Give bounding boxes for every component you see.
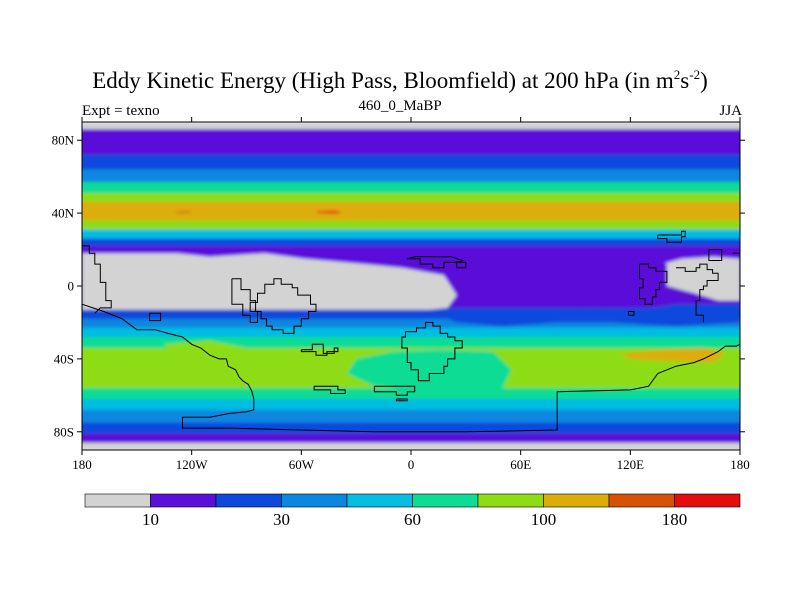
colorbar-label-0: 10 bbox=[142, 510, 159, 529]
contour-band-8 bbox=[82, 229, 740, 240]
coastline-4 bbox=[300, 343, 339, 356]
colorbar-box-3 bbox=[281, 493, 348, 508]
contour-patch-9 bbox=[175, 211, 192, 214]
title-superscript-2: -2 bbox=[689, 67, 701, 82]
coastline-5 bbox=[407, 256, 467, 269]
coastline-1 bbox=[82, 303, 740, 433]
contour-band-9 bbox=[82, 238, 740, 247]
chart-subtitle: 460_0_MaBP bbox=[358, 98, 442, 114]
y-tick-label-4: 80S bbox=[54, 424, 74, 439]
title-text-mid: s bbox=[680, 68, 690, 93]
contour-band-16 bbox=[82, 388, 740, 400]
x-tick-label-2: 60W bbox=[289, 457, 315, 472]
colorbar-box-6 bbox=[477, 493, 544, 508]
title-text: Eddy Kinetic Energy (High Pass, Bloomfie… bbox=[92, 68, 674, 93]
coastline-7 bbox=[313, 385, 346, 394]
contour-patch-2 bbox=[456, 251, 667, 308]
map-area bbox=[82, 122, 740, 450]
chart-title: Eddy Kinetic Energy (High Pass, Bloomfie… bbox=[0, 68, 800, 94]
x-tick-label-3: 0 bbox=[408, 457, 415, 472]
contour-band-1 bbox=[82, 129, 740, 156]
contour-band-4 bbox=[82, 182, 740, 194]
colorbar-label-4: 180 bbox=[662, 510, 688, 529]
contour-band-21 bbox=[82, 442, 740, 450]
title-text-end: ) bbox=[700, 68, 708, 93]
x-tick-label-5: 120E bbox=[617, 457, 645, 472]
contour-band-5 bbox=[82, 193, 740, 203]
coastline-11 bbox=[708, 249, 723, 261]
contour-patch-10 bbox=[316, 210, 342, 214]
colorbar-box-1 bbox=[150, 493, 217, 508]
title-superscript-1: 2 bbox=[673, 67, 681, 82]
coastline-10 bbox=[657, 230, 686, 243]
contour-band-18 bbox=[82, 409, 740, 424]
axis-layer: 180 120W 60W 0 60E 120E 180 80N 40N 0 40S 80S bbox=[52, 117, 750, 472]
coastline-3 bbox=[231, 278, 317, 334]
contour-band-14 bbox=[82, 337, 740, 349]
experiment-label: Expt = texno bbox=[82, 103, 160, 119]
coastline-layer bbox=[82, 230, 740, 433]
contour-band-2 bbox=[82, 154, 740, 170]
colorbar: 10 30 60 100 180 bbox=[84, 493, 741, 529]
coastline-6 bbox=[401, 321, 463, 382]
contour-band-12 bbox=[82, 318, 740, 329]
coastline-0 bbox=[82, 245, 112, 314]
contour-patch-3 bbox=[425, 304, 740, 327]
y-tick-label-3: 40S bbox=[54, 351, 74, 366]
contour-band-0 bbox=[82, 122, 740, 130]
contour-band-7 bbox=[82, 220, 740, 231]
colorbar-label-3: 100 bbox=[531, 510, 557, 529]
contour-band-11 bbox=[82, 307, 740, 320]
contour-band-3 bbox=[82, 169, 740, 183]
colorbar-box-5 bbox=[412, 493, 479, 508]
coastline-2 bbox=[149, 312, 162, 322]
coastline-14 bbox=[676, 263, 719, 323]
x-tick-label-1: 120W bbox=[176, 457, 209, 472]
coastline-13 bbox=[639, 263, 668, 305]
x-tick-label-6: 180 bbox=[730, 457, 750, 472]
coastline-9 bbox=[395, 398, 408, 402]
contour-patch-6 bbox=[347, 349, 512, 392]
coastline-15 bbox=[628, 311, 635, 316]
x-tick-label-4: 60E bbox=[510, 457, 531, 472]
contour-patch-7 bbox=[82, 204, 740, 221]
y-tick-label-1: 40N bbox=[52, 206, 75, 221]
colorbar-label-1: 30 bbox=[273, 510, 290, 529]
contour-band-19 bbox=[82, 422, 740, 435]
contour-patch-0 bbox=[82, 253, 457, 310]
colorbar-box-7 bbox=[543, 493, 610, 508]
x-tick-label-0: 180 bbox=[72, 457, 92, 472]
y-tick-label-2: 0 bbox=[68, 279, 75, 294]
contour-fill-layer bbox=[82, 122, 740, 450]
contour-band-13 bbox=[82, 327, 740, 338]
colorbar-box-2 bbox=[215, 493, 282, 508]
contour-patch-8 bbox=[621, 348, 726, 363]
colorbar-box-8 bbox=[608, 493, 675, 508]
colorbar-box-4 bbox=[346, 493, 413, 508]
y-tick-label-0: 80N bbox=[52, 133, 75, 148]
colorbar-box-0 bbox=[84, 493, 151, 508]
season-label: JJA bbox=[719, 103, 742, 119]
contour-band-20 bbox=[82, 433, 740, 444]
colorbar-box-9 bbox=[674, 493, 741, 508]
coastline-8 bbox=[373, 385, 416, 396]
contour-band-17 bbox=[82, 398, 740, 411]
colorbar-label-2: 60 bbox=[404, 510, 421, 529]
